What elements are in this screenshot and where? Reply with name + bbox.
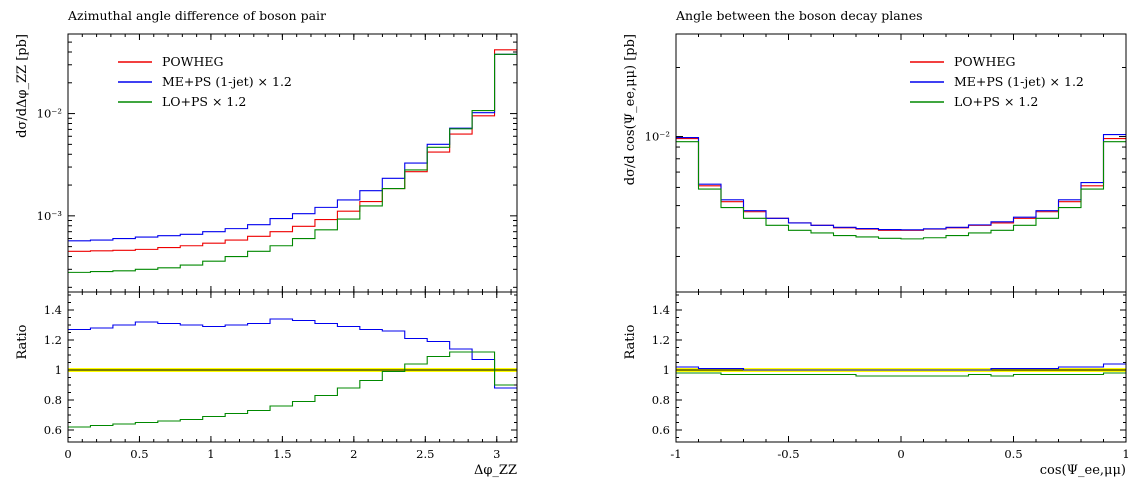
ratio-line-2	[676, 363, 1126, 371]
main-plot-frame	[675, 33, 1127, 293]
x-tick-label: -1	[670, 447, 681, 461]
ratio-tick-label: 0.6	[44, 423, 62, 437]
legend: POWHEG ME+PS (1-jet) × 1.2 LO+PS × 1.2	[910, 54, 1084, 109]
ratio-line-3	[68, 351, 517, 428]
x-tick-label: 0	[897, 447, 904, 461]
legend-label-2: ME+PS (1-jet) × 1.2	[954, 74, 1084, 89]
y-axis-label: dσ/dΔφ_ZZ [pb]	[15, 34, 30, 138]
series-line-2	[676, 134, 1126, 231]
legend-label-1: POWHEG	[954, 54, 1016, 69]
chart-2: Angle between the boson decay planes -1 -0…	[623, 8, 1130, 478]
ratio-tick-label: 1.2	[652, 333, 670, 347]
legend-label-1: POWHEG	[162, 54, 224, 69]
chart-title: Angle between the boson decay planes	[675, 8, 923, 23]
series-line-3	[676, 141, 1126, 240]
y-tick-label: 10⁻²	[645, 130, 670, 144]
ratio-axis-label: Ratio	[623, 324, 638, 359]
ratio-tick-label: 1	[55, 363, 62, 377]
x-tick-label: 1	[1122, 447, 1129, 461]
ratio-tick-label: 1.2	[44, 333, 62, 347]
x-tick-label: -0.5	[777, 447, 799, 461]
legend: POWHEG ME+PS (1-jet) × 1.2 LO+PS × 1.2	[118, 54, 292, 109]
x-tick-label: 1	[207, 447, 214, 461]
y-tick-label: 10⁻²	[37, 107, 62, 121]
ratio-tick-label: 1.4	[652, 303, 670, 317]
legend-label-2: ME+PS (1-jet) × 1.2	[162, 74, 292, 89]
series-line-3	[68, 53, 517, 273]
legend-label-3: LO+PS × 1.2	[162, 94, 246, 109]
x-tick-label: 0.5	[1004, 447, 1022, 461]
series-line-2	[68, 53, 517, 242]
y-axis-label: dσ/d cos(Ψ_ee,μμ) [pb]	[623, 34, 638, 185]
x-tick-label: 0.5	[130, 447, 148, 461]
x-tick-label: 3	[493, 447, 500, 461]
x-axis-label: Δφ_ZZ	[474, 463, 517, 478]
y-tick-label: 10⁻³	[37, 209, 63, 223]
chart-title: Azimuthal angle difference of boson pair	[67, 8, 326, 23]
ratio-line-2	[68, 318, 517, 389]
x-tick-label: 1.5	[273, 447, 291, 461]
ratio-tick-label: 0.6	[652, 423, 670, 437]
series-line-1	[68, 49, 517, 252]
x-tick-label: 2.5	[416, 447, 434, 461]
chart-1: Azimuthal angle difference of boson pair…	[15, 8, 518, 478]
main-plot-frame	[67, 33, 518, 293]
legend-label-3: LO+PS × 1.2	[954, 94, 1038, 109]
x-axis-label: cos(Ψ_ee,μμ)	[1040, 463, 1126, 478]
ratio-tick-label: 0.8	[652, 393, 670, 407]
ratio-tick-label: 0.8	[44, 393, 62, 407]
x-tick-label: 0	[64, 447, 71, 461]
x-tick-label: 2	[350, 447, 357, 461]
ratio-tick-label: 1	[663, 363, 670, 377]
ratio-tick-label: 1.4	[44, 303, 62, 317]
ratio-plot-frame	[67, 291, 518, 443]
ratio-line-3	[676, 372, 1126, 377]
ratio-axis-label: Ratio	[15, 324, 30, 359]
